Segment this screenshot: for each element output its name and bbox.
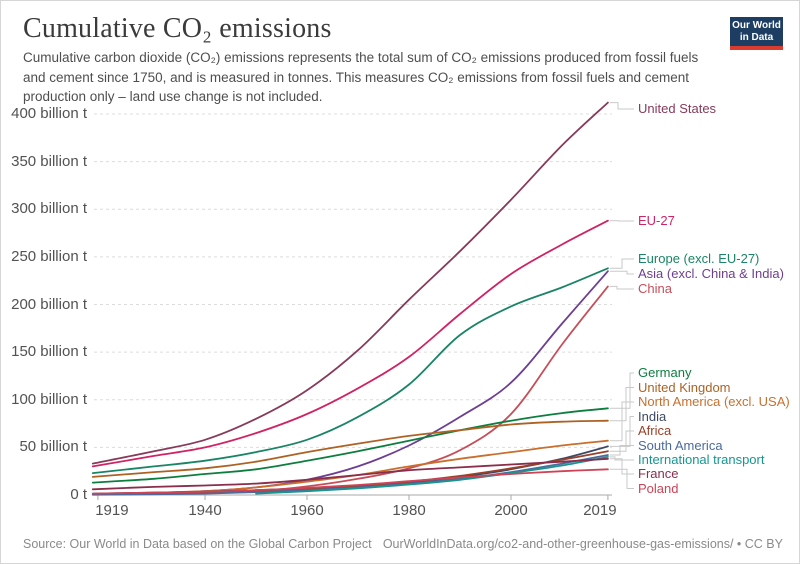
leader-poland — [609, 468, 634, 489]
y-tick-label-200: 200 billion t — [11, 295, 87, 313]
x-tick-label-1980: 1980 — [392, 502, 426, 519]
series-line-intl[interactable] — [255, 456, 609, 495]
leader-na_ex — [609, 401, 634, 442]
y-tick-label-50: 50 billion t — [19, 438, 87, 456]
series-label-china[interactable]: China — [638, 281, 672, 296]
series-line-us[interactable] — [91, 101, 609, 465]
owid-logo[interactable]: Our World in Data — [730, 17, 783, 50]
series-label-asia_ex[interactable]: Asia (excl. China & India) — [638, 266, 784, 281]
series-label-samerica[interactable]: South America — [638, 437, 723, 453]
leader-china — [609, 285, 634, 290]
series-label-us[interactable]: United States — [638, 101, 717, 116]
owid-logo-line1: Our World — [732, 20, 781, 31]
series-line-europe_ex[interactable] — [91, 267, 609, 474]
chart-subtitle: Cumulative carbon dioxide (CO₂) emission… — [23, 50, 699, 105]
x-tick-label-1940: 1940 — [188, 502, 222, 519]
y-tick-label-350: 350 billion t — [11, 152, 87, 170]
series-label-europe_ex[interactable]: Europe (excl. EU-27) — [638, 251, 760, 266]
series-label-eu27[interactable]: EU-27 — [638, 213, 675, 228]
series-label-africa[interactable]: Africa — [638, 423, 672, 438]
series-label-poland[interactable]: Poland — [638, 480, 679, 496]
page-title: Cumulative CO₂ emissions — [23, 13, 332, 44]
y-tick-label-250: 250 billion t — [11, 247, 87, 265]
series-label-india[interactable]: India — [638, 408, 667, 424]
y-tick-label-150: 150 billion t — [11, 343, 87, 361]
x-tick-label-2000: 2000 — [494, 502, 528, 519]
leader-asia_ex — [609, 270, 634, 275]
leader-france — [609, 458, 634, 475]
series-line-germany[interactable] — [91, 407, 609, 484]
leader-europe_ex — [609, 258, 634, 269]
series-label-france[interactable]: France — [638, 466, 679, 481]
series-label-germany[interactable]: Germany — [638, 365, 692, 380]
y-tick-label-100: 100 billion t — [11, 390, 87, 408]
x-tick-label-1919: 1919 — [95, 502, 129, 519]
leader-uk — [609, 387, 634, 422]
series-line-asia_ex[interactable] — [91, 270, 609, 495]
series-label-na_ex[interactable]: North America (excl. USA) — [638, 394, 790, 409]
y-tick-label-0: 0 t — [70, 486, 87, 503]
y-tick-label-400: 400 billion t — [11, 105, 87, 122]
series-line-uk[interactable] — [91, 419, 609, 478]
owid-logo-accent-bar — [730, 46, 783, 50]
footer-license-link[interactable]: OurWorldInData.org/co2-and-other-greenho… — [382, 537, 783, 551]
x-tick-label-1960: 1960 — [290, 502, 324, 519]
series-line-eu27[interactable] — [91, 219, 609, 468]
series-label-intl[interactable]: International transport — [638, 452, 765, 467]
y-tick-label-300: 300 billion t — [11, 200, 87, 218]
leader-samerica — [609, 445, 634, 456]
series-line-poland[interactable] — [91, 468, 609, 495]
series-line-france[interactable] — [91, 457, 609, 491]
x-tick-label-2019: 2019 — [583, 502, 617, 519]
leader-germany — [609, 372, 634, 409]
footer-source-text: Source: Our World in Data based on the G… — [23, 537, 372, 551]
owid-logo-line2: in Data — [739, 31, 774, 43]
series-label-uk[interactable]: United Kingdom — [638, 379, 731, 395]
leader-us — [609, 102, 634, 110]
leader-africa — [609, 430, 634, 452]
